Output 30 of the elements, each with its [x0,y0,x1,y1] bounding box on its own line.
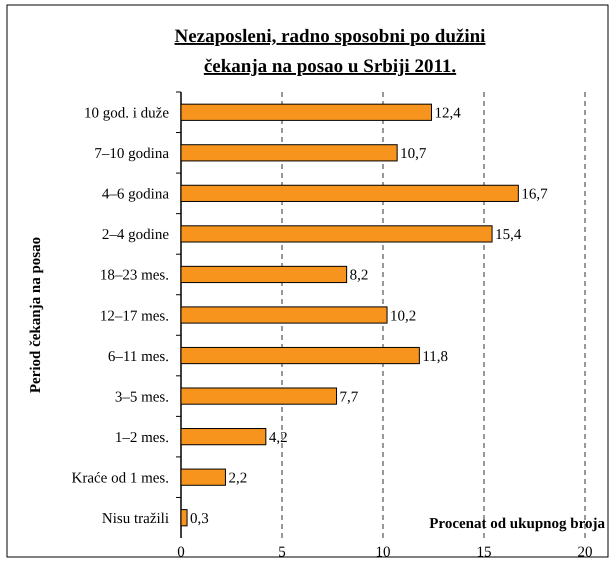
y-axis-title: Period čekanja na posao [28,236,44,394]
y-tick-label: 10 god. i duže [84,106,170,122]
y-tick-label: 6–11 mes. [108,348,169,365]
data-label: 0,3 [190,510,209,527]
y-tick-label: 4–6 godina [102,186,170,203]
data-label: 4,2 [268,430,288,446]
y-tick-label: 2–4 godine [102,227,170,244]
data-label: 12,4 [434,106,462,122]
data-label: 2,2 [228,470,248,486]
data-label: 7,7 [340,389,359,406]
data-label: 8,2 [350,268,368,284]
y-tick-label: 12–17 mes. [100,308,169,324]
x-tick-label: 15 [476,544,492,560]
y-tick-label: Nisu tražili [102,510,169,527]
y-tick-label: 18–23 mes. [100,268,169,284]
x-tick-label: 20 [578,544,592,560]
data-label: 10,7 [400,146,427,162]
x-axis-title: Procenat od ukupnog broja [429,516,606,532]
y-tick-label: 1–2 mes. [114,430,169,446]
x-tick-label: 5 [278,544,286,560]
data-label: 11,8 [422,348,448,365]
y-tick-label: 7–10 godina [94,146,170,162]
x-tick-label: 0 [177,544,185,560]
y-tick-label: 3–5 mes. [114,389,169,406]
y-tick-label: Kraće od 1 mes. [72,470,169,486]
data-label: 10,2 [390,308,416,324]
x-tick-label: 10 [376,544,390,560]
data-label: 15,4 [495,227,522,244]
data-label: 16,7 [521,186,548,203]
chart-title: Nezaposleni, radno sposobni po dužini čekanja na posao u Srbiji 2011. [174,26,486,77]
